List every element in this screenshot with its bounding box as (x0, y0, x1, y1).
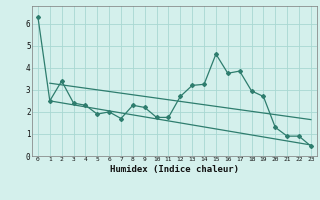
X-axis label: Humidex (Indice chaleur): Humidex (Indice chaleur) (110, 165, 239, 174)
